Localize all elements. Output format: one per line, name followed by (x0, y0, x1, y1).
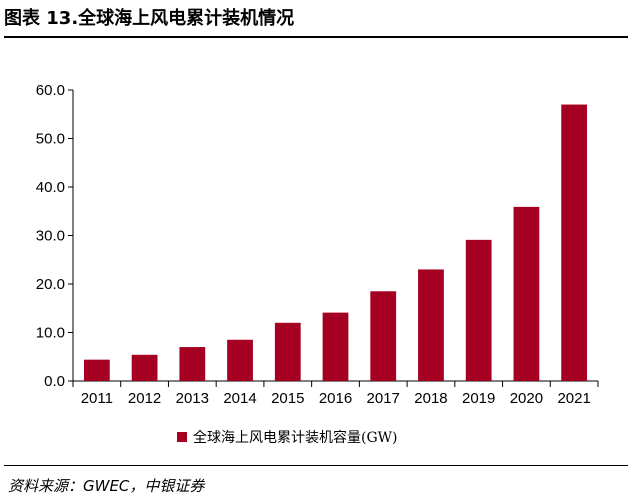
bar-2018 (418, 269, 444, 381)
bar-2021 (561, 104, 588, 382)
legend-label: 全球海上风电累计装机容量(GW) (193, 429, 398, 446)
bar-2020 (513, 206, 540, 381)
x-tick-label: 2018 (414, 390, 447, 407)
bar-2014 (227, 339, 253, 381)
y-tick-label: 60.0 (36, 82, 65, 99)
bars (83, 104, 588, 382)
y-tick-label: 20.0 (36, 276, 65, 293)
y-tick-label: 50.0 (36, 131, 65, 148)
y-axis: 0.0 10.0 20.0 30.0 40.0 50.0 60.0 (36, 82, 74, 390)
x-tick-label: 2011 (81, 390, 113, 407)
bar-2013 (179, 347, 206, 381)
source-divider (4, 465, 628, 466)
y-tick-label: 10.0 (36, 325, 65, 342)
source-note: 资料来源：GWEC，中银证券 (8, 477, 205, 495)
bar-2012 (131, 354, 158, 381)
legend: 全球海上风电累计装机容量(GW) (177, 429, 398, 446)
figure-title: 图表 13.全球海上风电累计装机情况 (4, 8, 295, 29)
x-tick-label: 2013 (176, 390, 209, 407)
x-tick-label: 2020 (510, 390, 543, 407)
bar-2019 (465, 239, 492, 381)
bar-2017 (370, 291, 397, 381)
x-tick-label: 2015 (271, 390, 304, 407)
x-tick-label: 2016 (319, 390, 352, 407)
legend-swatch (177, 432, 187, 442)
x-tick-label: 2014 (223, 390, 256, 407)
x-tick-label: 2017 (367, 390, 400, 407)
y-tick-label: 0.0 (44, 373, 65, 390)
bar-2011 (83, 359, 110, 381)
x-axis: 2011 2012 2013 2014 2015 2016 2017 2018 2019 2020… (72, 380, 599, 407)
y-tick-label: 30.0 (36, 228, 65, 245)
x-tick-label: 2021 (557, 390, 590, 407)
y-tick-label: 40.0 (36, 179, 65, 196)
title-divider (4, 36, 628, 38)
x-tick-label: 2012 (128, 390, 161, 407)
bar-2015 (274, 322, 301, 381)
x-tick-label: 2019 (462, 390, 495, 407)
bar-2016 (322, 312, 349, 381)
